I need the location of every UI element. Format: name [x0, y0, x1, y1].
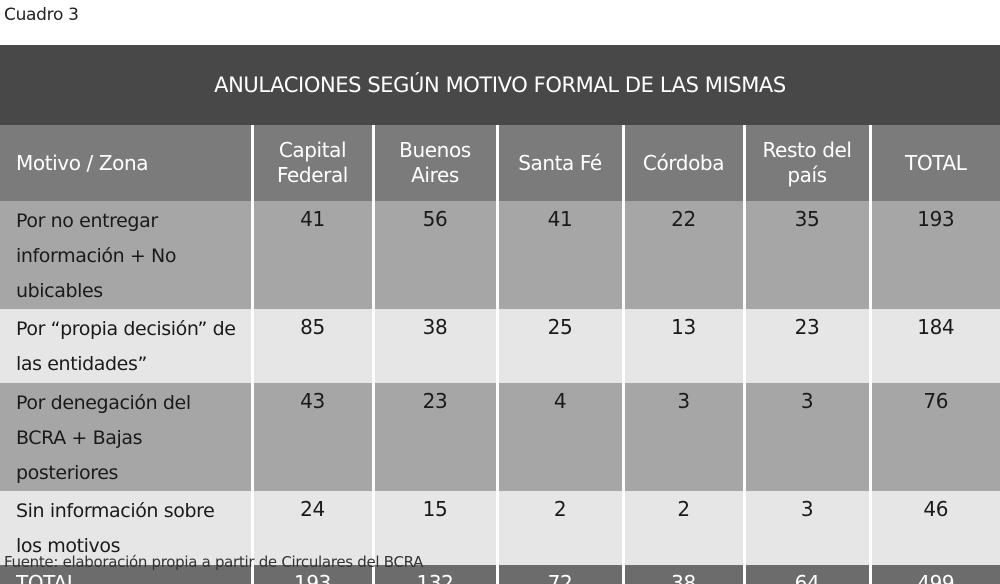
cell-value: 22 [621, 201, 744, 309]
table-row: Sin información sobre los motivos 24 15 … [0, 491, 1000, 565]
header-resto-del-pais: Resto del país [742, 125, 870, 201]
cell-value: 3 [742, 491, 870, 565]
cell-value: 3 [621, 383, 744, 491]
cell-value: 23 [371, 383, 497, 491]
cell-value: 76 [868, 383, 1000, 491]
header-capital-federal: Capital Federal [250, 125, 373, 201]
header-total: TOTAL [868, 125, 1000, 201]
cell-value: 184 [868, 309, 1000, 383]
total-value: 38 [621, 565, 744, 584]
cell-value: 38 [371, 309, 497, 383]
cell-value: 56 [371, 201, 497, 309]
data-table: Motivo / Zona Capital Federal Buenos Air… [0, 125, 1000, 584]
cell-value: 3 [742, 383, 870, 491]
total-value: 132 [371, 565, 497, 584]
source-note: Fuente: elaboración propia a partir de C… [4, 553, 424, 571]
total-value: 499 [868, 565, 1000, 584]
cell-value: 15 [371, 491, 497, 565]
header-santa-fe: Santa Fé [495, 125, 623, 201]
header-row: Motivo / Zona Capital Federal Buenos Air… [0, 125, 1000, 201]
cell-value: 2 [495, 491, 623, 565]
cell-value: 4 [495, 383, 623, 491]
cell-value: 85 [250, 309, 373, 383]
row-motivo: Por “propia decisión” de las entidades” [0, 309, 252, 383]
row-motivo: Sin información sobre los motivos [0, 491, 252, 565]
table-title: ANULACIONES SEGÚN MOTIVO FORMAL DE LAS M… [214, 73, 786, 97]
total-value: 72 [495, 565, 623, 584]
cell-value: 41 [250, 201, 373, 309]
cell-value: 2 [621, 491, 744, 565]
cell-value: 25 [495, 309, 623, 383]
cell-value: 193 [868, 201, 1000, 309]
table-row: Por “propia decisión” de las entidades” … [0, 309, 1000, 383]
cell-value: 23 [742, 309, 870, 383]
table-row: Por no entregar información + No ubicabl… [0, 201, 1000, 309]
cell-value: 43 [250, 383, 373, 491]
table-row: Por denegación del BCRA + Bajas posterio… [0, 383, 1000, 491]
row-motivo: Por no entregar información + No ubicabl… [0, 201, 252, 309]
row-motivo: Por denegación del BCRA + Bajas posterio… [0, 383, 252, 491]
cell-value: 41 [495, 201, 623, 309]
cell-value: 13 [621, 309, 744, 383]
header-cordoba: Córdoba [621, 125, 744, 201]
total-value: 193 [250, 565, 373, 584]
cell-value: 35 [742, 201, 870, 309]
total-label: TOTAL [0, 565, 252, 584]
cell-value: 46 [868, 491, 1000, 565]
header-motivo: Motivo / Zona [0, 125, 252, 201]
cell-value: 24 [250, 491, 373, 565]
header-buenos-aires: Buenos Aires [371, 125, 497, 201]
total-row: TOTAL 193 132 72 38 64 499 [0, 565, 1000, 584]
table-title-bar: ANULACIONES SEGÚN MOTIVO FORMAL DE LAS M… [0, 45, 1000, 125]
total-value: 64 [742, 565, 870, 584]
table-caption: Cuadro 3 [4, 5, 79, 25]
